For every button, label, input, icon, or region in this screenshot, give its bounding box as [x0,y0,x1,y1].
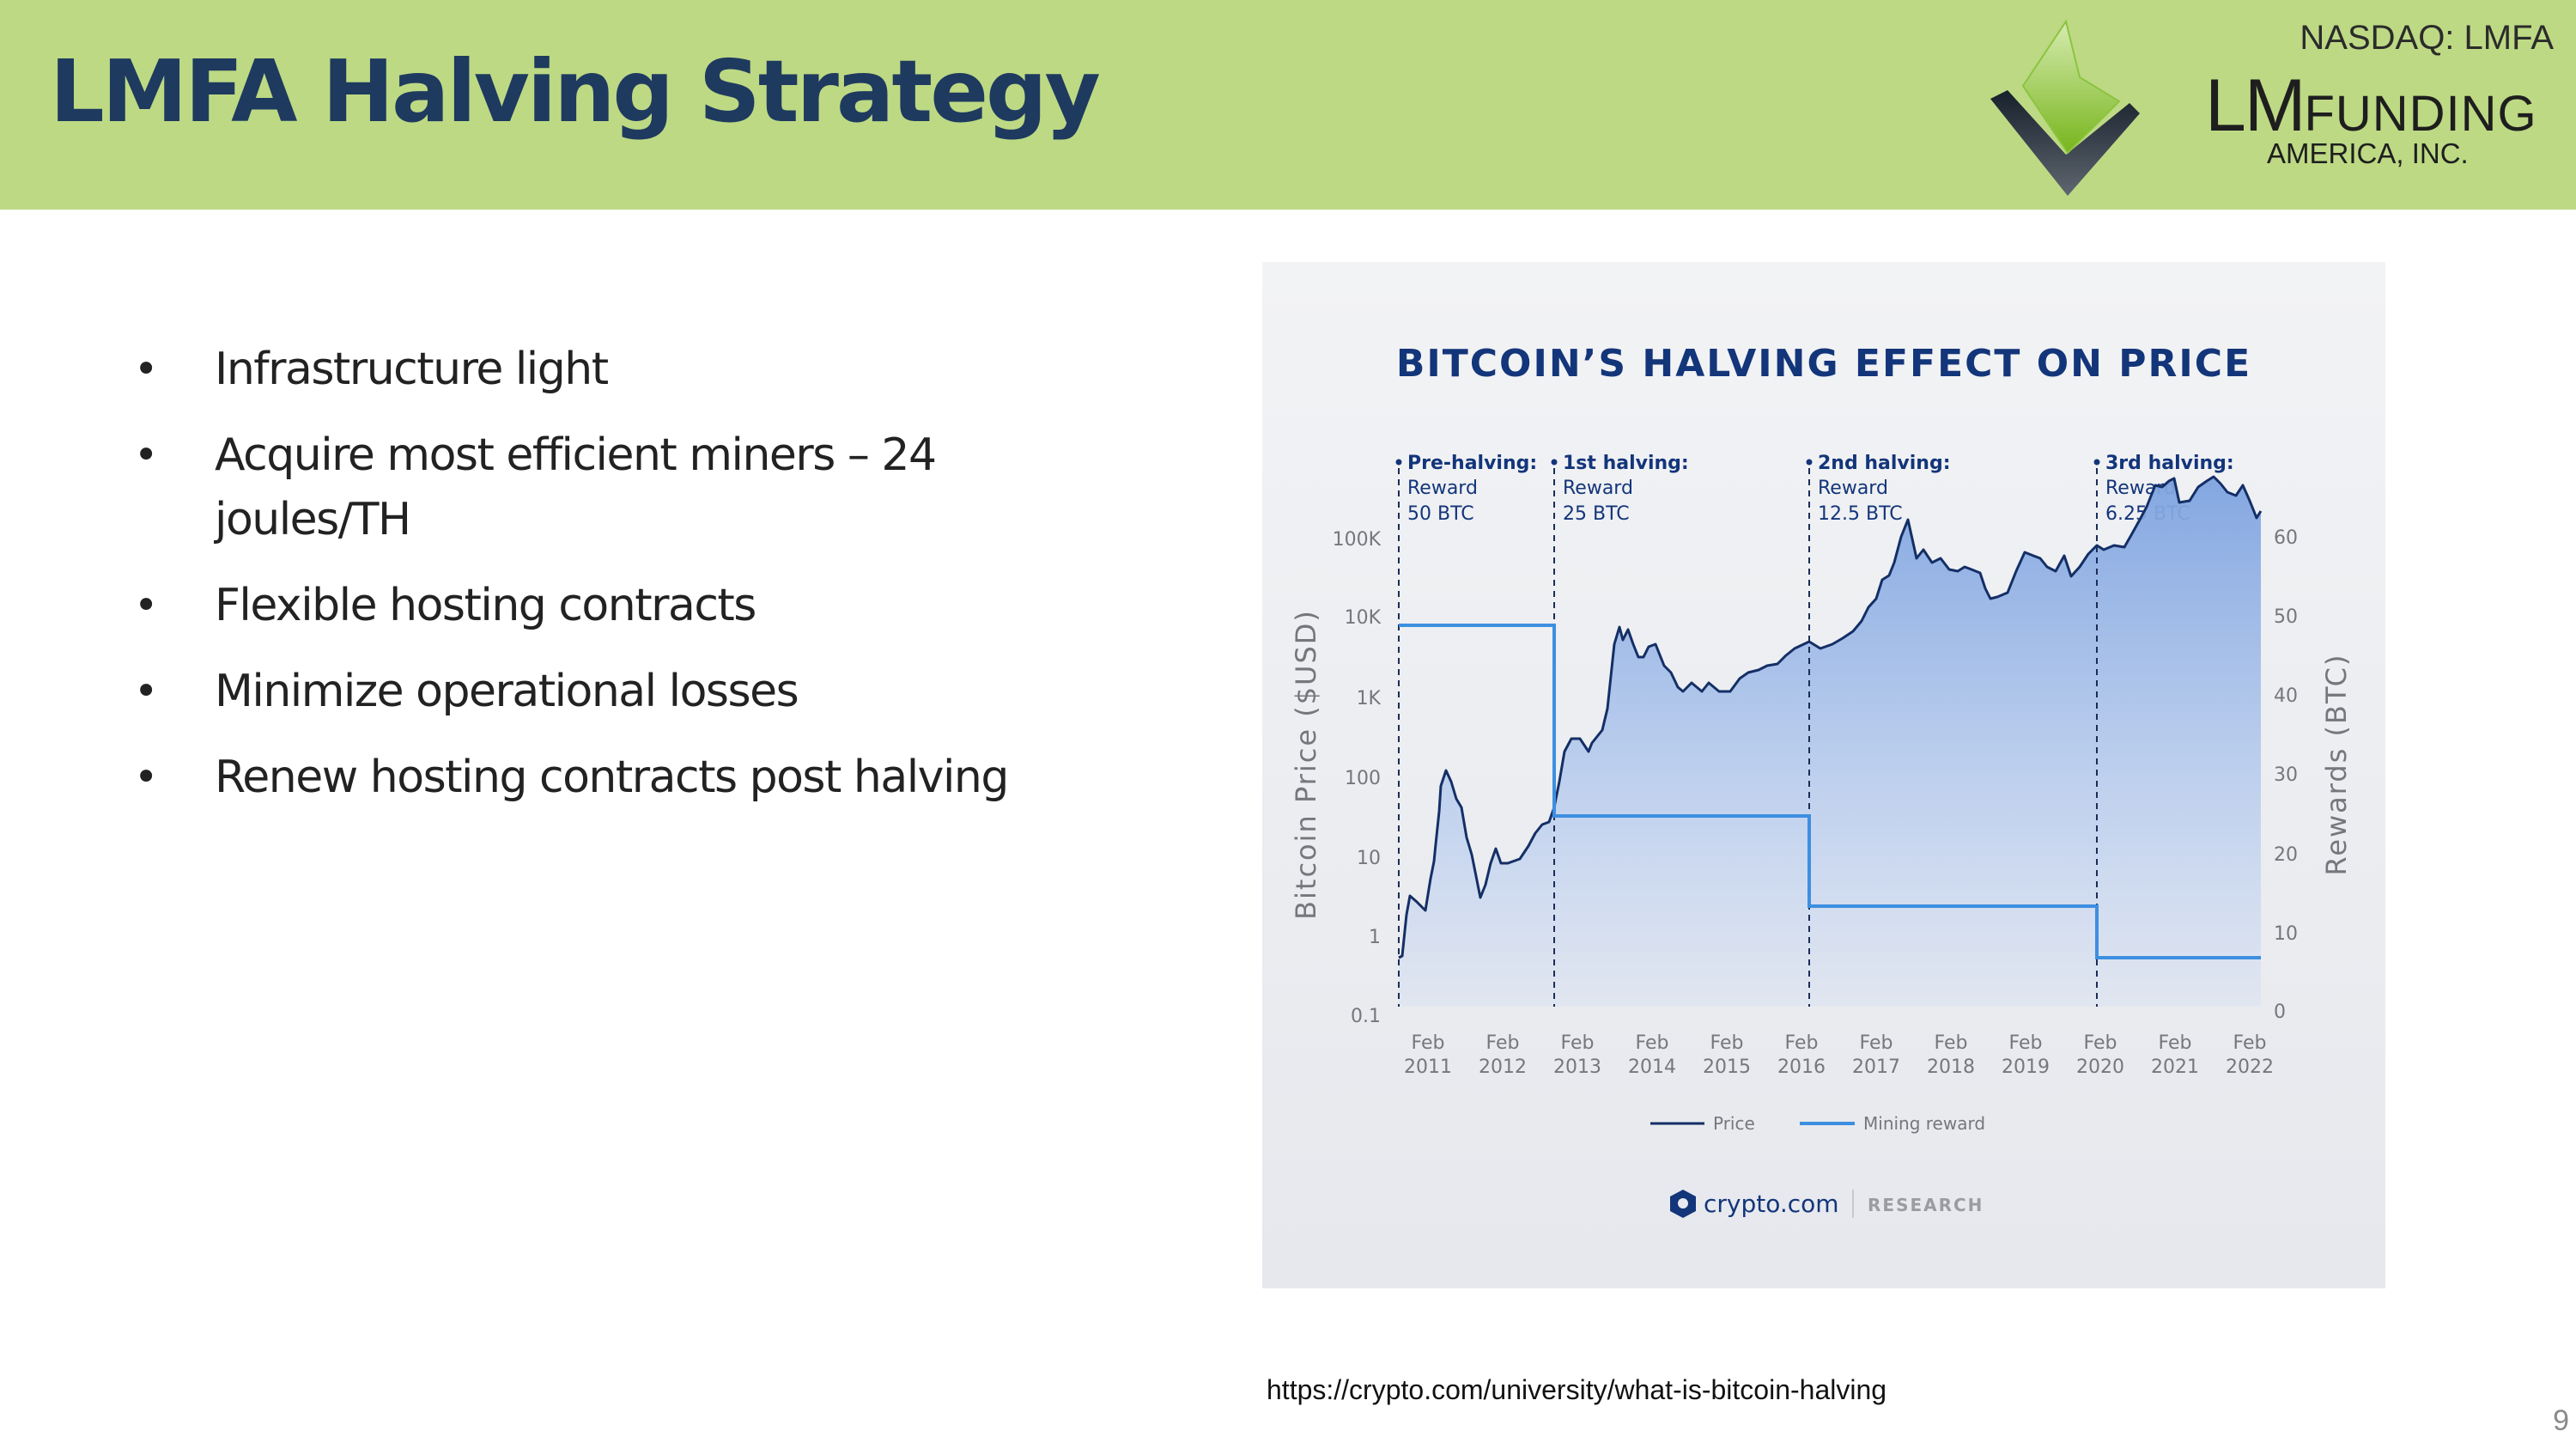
logo-wordmark: LMFUNDING [2205,69,2537,143]
halving-chart: BITCOIN’S HALVING EFFECT ON PRICE Pre-ha… [1262,262,2385,1288]
svg-text:Feb: Feb [1561,1032,1595,1054]
bullet-icon: • [134,431,158,479]
svg-text:Reward: Reward [1563,478,1633,499]
svg-text:2018: 2018 [1927,1056,1975,1078]
bullet-icon: • [134,345,158,393]
bullet-item: • Renew hosting contracts post halving [129,746,1159,810]
svg-text:2nd halving:: 2nd halving: [1818,453,1951,474]
svg-text:60: 60 [2274,527,2298,549]
svg-text:Reward: Reward [1407,478,1478,499]
svg-text:2015: 2015 [1703,1056,1751,1078]
svg-text:Feb: Feb [1935,1032,1968,1054]
logo-subtitle: AMERICA, INC. [2267,137,2469,169]
svg-text:Pre-halving:: Pre-halving: [1407,453,1537,474]
svg-text:100K: 100K [1333,529,1382,551]
svg-text:Reward: Reward [1818,478,1888,499]
halving-annotations: Pre-halving: Reward 50 BTC 1st halving: … [1395,453,2234,525]
annotation-1st-halving: 1st halving: Reward 25 BTC [1551,453,1689,525]
svg-text:2014: 2014 [1628,1056,1676,1078]
bullet-icon: • [134,581,158,630]
svg-text:Feb: Feb [1486,1032,1520,1054]
svg-text:0.1: 0.1 [1351,1006,1381,1027]
svg-text:2016: 2016 [1777,1056,1826,1078]
bullet-item: • Acquire most efficient miners – 24 joul… [129,423,1073,552]
svg-text:0: 0 [2274,1002,2286,1023]
svg-text:Feb: Feb [1860,1032,1893,1054]
bullet-item: • Infrastructure light [129,338,1159,402]
svg-text:12.5 BTC: 12.5 BTC [1818,503,1903,525]
svg-text:Feb: Feb [1636,1032,1669,1054]
company-logo: LMFUNDING AMERICA, INC. [1984,17,2550,198]
svg-text:Feb: Feb [2009,1032,2043,1054]
svg-text:50 BTC: 50 BTC [1407,503,1474,525]
crypto-com-branding: crypto.com RESEARCH [1670,1190,1984,1218]
svg-text:10: 10 [2274,923,2298,945]
research-label: RESEARCH [1868,1195,1984,1215]
svg-text:2019: 2019 [2002,1056,2050,1078]
svg-text:2017: 2017 [1852,1056,1900,1078]
price-line [1398,475,2263,959]
annotation-2nd-halving: 2nd halving: Reward 12.5 BTC [1806,453,1951,525]
bullet-text: Minimize operational losses [215,666,799,717]
svg-text:1: 1 [1369,927,1381,948]
svg-text:10K: 10K [1345,607,1382,629]
bullet-text: Acquire most efficient miners – 24 joule… [215,429,937,545]
stock-ticker: NASDAQ: LMFA [2300,19,2554,57]
annotation-pre-halving: Pre-halving: Reward 50 BTC [1395,453,1537,525]
logo-funding-text: FUNDING [2304,86,2537,142]
svg-text:2011: 2011 [1404,1056,1452,1078]
svg-text:Feb: Feb [2084,1032,2117,1054]
bullet-text: Flexible hosting contracts [215,580,756,631]
bullet-icon: • [134,667,158,715]
bullet-icon: • [134,753,158,801]
crypto-com-wordmark: crypto.com [1704,1190,1839,1218]
strategy-bullet-list: • Infrastructure light • Acquire most effi… [129,338,1159,831]
svg-text:1K: 1K [1357,688,1382,709]
page-number: 9 [2553,1404,2569,1437]
svg-text:3rd halving:: 3rd halving: [2105,453,2234,474]
svg-text:Feb: Feb [1785,1032,1819,1054]
bullet-item: • Minimize operational losses [129,660,1159,724]
legend-reward-label: Mining reward [1863,1113,1985,1134]
bullet-text: Infrastructure light [215,344,609,395]
chart-canvas: BITCOIN’S HALVING EFFECT ON PRICE Pre-ha… [1290,342,2353,1218]
y-axis-left-ticks: 100K 10K 1K 100 10 1 0.1 [1333,529,1382,1027]
svg-text:25 BTC: 25 BTC [1563,503,1630,525]
svg-text:2021: 2021 [2151,1056,2199,1078]
svg-text:100: 100 [1345,768,1381,789]
svg-text:2013: 2013 [1553,1056,1601,1078]
chart-title: BITCOIN’S HALVING EFFECT ON PRICE [1396,342,2251,386]
svg-text:Feb: Feb [1710,1032,1744,1054]
svg-text:2012: 2012 [1479,1056,1527,1078]
svg-text:Feb: Feb [2159,1032,2192,1054]
bullet-item: • Flexible hosting contracts [129,574,1159,638]
source-link[interactable]: https://crypto.com/university/what-is-bi… [1267,1374,1887,1405]
price-area-fill [1399,477,2261,1007]
svg-text:30: 30 [2274,764,2298,786]
y-axis-right-ticks: 60 50 40 30 20 10 0 [2274,527,2298,1023]
slide-header: LMFA Halving Strategy NASDAQ: LMFA LMFUN… [0,0,2576,210]
svg-text:Feb: Feb [1412,1032,1445,1054]
svg-text:40: 40 [2274,685,2298,707]
logo-lm-text: LM [2205,64,2306,147]
bullet-text: Renew hosting contracts post halving [215,752,1009,803]
svg-text:Feb: Feb [2233,1032,2267,1054]
y-axis-right-label: Rewards (BTC) [2320,654,2353,876]
svg-text:20: 20 [2274,844,2298,866]
svg-text:50: 50 [2274,606,2298,628]
legend-price-label: Price [1713,1113,1755,1134]
y-axis-left-label: Bitcoin Price ($USD) [1290,609,1322,920]
svg-text:2022: 2022 [2226,1056,2274,1078]
chart-legend: Price Mining reward [1650,1113,1985,1134]
lm-funding-diamond-icon [1990,19,2140,196]
svg-text:1st halving:: 1st halving: [1563,453,1689,474]
slide-title: LMFA Halving Strategy [50,41,1101,142]
svg-text:2020: 2020 [2076,1056,2124,1078]
svg-text:10: 10 [1357,848,1381,869]
mining-reward-line [1399,624,2261,959]
